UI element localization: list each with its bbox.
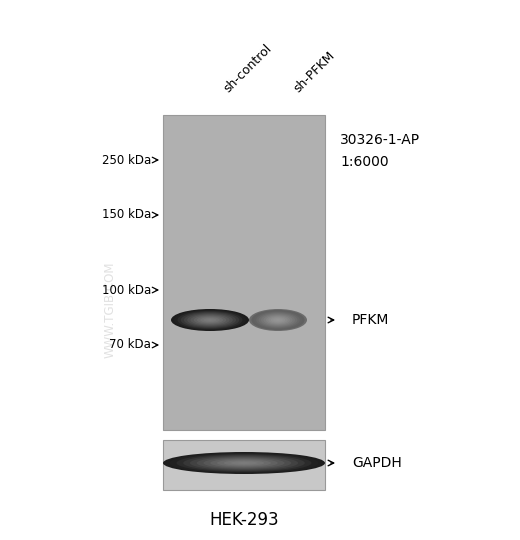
Ellipse shape <box>163 452 325 474</box>
Bar <box>163 115 325 430</box>
Ellipse shape <box>203 457 284 469</box>
Ellipse shape <box>268 316 288 323</box>
Text: WWW.TGIB.COM: WWW.TGIB.COM <box>103 262 116 358</box>
Text: 250 kDa: 250 kDa <box>102 153 151 166</box>
Ellipse shape <box>183 455 305 471</box>
Ellipse shape <box>261 314 295 326</box>
Ellipse shape <box>251 310 305 330</box>
Ellipse shape <box>197 316 223 323</box>
Ellipse shape <box>217 460 271 467</box>
Ellipse shape <box>200 317 220 323</box>
Bar <box>163 440 325 490</box>
Ellipse shape <box>190 456 298 470</box>
Text: PFKM: PFKM <box>352 313 389 327</box>
Ellipse shape <box>210 458 278 468</box>
Ellipse shape <box>276 319 280 321</box>
Ellipse shape <box>237 462 251 464</box>
Ellipse shape <box>254 311 302 329</box>
Text: 70 kDa: 70 kDa <box>109 339 151 352</box>
Ellipse shape <box>256 312 300 328</box>
Ellipse shape <box>249 309 307 331</box>
Text: 30326-1-AP: 30326-1-AP <box>340 133 420 147</box>
Ellipse shape <box>266 315 290 325</box>
Text: 1:6000: 1:6000 <box>340 155 388 169</box>
Text: sh-PFKM: sh-PFKM <box>291 49 337 95</box>
Ellipse shape <box>203 318 216 322</box>
Text: HEK-293: HEK-293 <box>209 511 279 529</box>
Ellipse shape <box>230 461 257 465</box>
Ellipse shape <box>170 453 318 473</box>
Ellipse shape <box>207 319 213 321</box>
Ellipse shape <box>187 314 233 326</box>
Ellipse shape <box>184 313 236 327</box>
Ellipse shape <box>258 313 297 327</box>
Ellipse shape <box>174 310 246 330</box>
Ellipse shape <box>194 315 226 325</box>
Text: sh-control: sh-control <box>221 42 274 95</box>
Text: 150 kDa: 150 kDa <box>102 208 151 221</box>
Ellipse shape <box>176 454 311 472</box>
Ellipse shape <box>197 457 291 469</box>
Text: 100 kDa: 100 kDa <box>102 284 151 296</box>
Ellipse shape <box>273 318 283 322</box>
Ellipse shape <box>177 311 242 329</box>
Text: GAPDH: GAPDH <box>352 456 402 470</box>
Ellipse shape <box>264 314 292 326</box>
Ellipse shape <box>171 309 249 331</box>
Ellipse shape <box>181 312 239 328</box>
Ellipse shape <box>224 460 264 465</box>
Ellipse shape <box>271 317 285 323</box>
Ellipse shape <box>190 314 229 326</box>
